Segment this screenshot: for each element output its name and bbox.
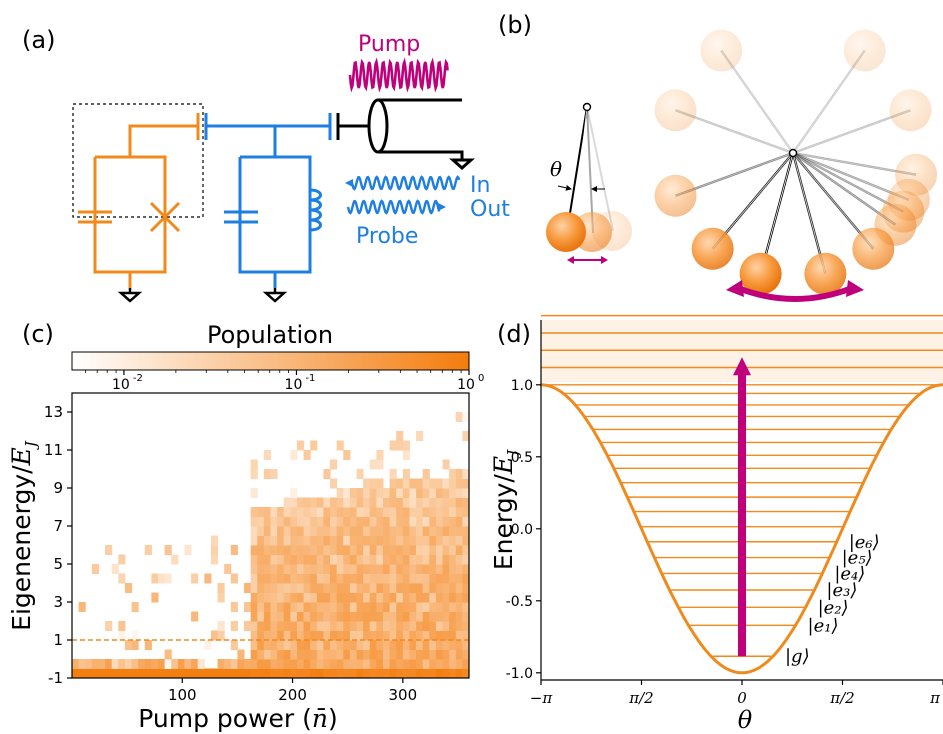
in-label: In (470, 173, 490, 198)
colorbar-tick-label: 10 (285, 377, 303, 393)
x-tick-label: −π (530, 689, 554, 707)
y-tick-label: 5 (53, 555, 63, 573)
y-tick-label: 13 (44, 403, 63, 421)
arrow-left-icon (726, 280, 744, 297)
colorbar (71, 351, 470, 371)
arrow-left-icon (345, 179, 353, 187)
panel-d: (d) -1.0-0.50.00.51.0−π π/2 0 π/2 π|g⟩|e₁⟩|e… (489, 314, 943, 734)
y-tick-label: -1 (48, 669, 63, 687)
panel-label-a: (a) (22, 26, 55, 54)
y-tick-label: 9 (53, 479, 63, 497)
pivot (788, 148, 798, 158)
arrow-right-icon (846, 280, 864, 297)
pendulum-bob (654, 89, 697, 132)
panel-label-d: (d) (497, 320, 531, 348)
x-tick-label: π/2 (829, 689, 854, 707)
potential-curve (540, 383, 943, 675)
x-tick-label: π/2 (628, 689, 653, 707)
colorbar-tick-label: 10 (457, 377, 475, 393)
svg-text:-2: -2 (133, 373, 143, 384)
y-tick-label: 1 (53, 631, 63, 649)
pivot (582, 102, 592, 112)
x-tick-label: 200 (278, 686, 307, 704)
x-tick-label: 0 (737, 689, 747, 707)
y-tick-label: -1.0 (506, 666, 533, 682)
pendulum-bob (700, 29, 743, 72)
colorbar-ticks: 10 -2 10 -1 10 0 (85, 370, 484, 393)
coax-line (336, 98, 475, 171)
potential-plot: -1.0-0.50.00.51.0−π π/2 0 π/2 π|g⟩|e₁⟩|e₂⟩|e… (506, 314, 943, 707)
swing-arrow (736, 285, 854, 302)
small-pendulum: θ (546, 102, 632, 264)
y-tick-label: 7 (53, 517, 63, 535)
pendulum-bob (739, 252, 782, 295)
pendulum-bob (852, 227, 895, 270)
inductor-icon (309, 188, 322, 232)
x-axis-label: Pump power (n̄) (138, 704, 338, 733)
state-label: |e₁⟩ (808, 615, 839, 636)
colorbar-tick-label: 10 (112, 377, 130, 393)
svg-text:0: 0 (478, 373, 484, 384)
y-tick-label: 3 (53, 593, 63, 611)
panel-label-c: (c) (22, 320, 54, 348)
pendulum-bob (843, 29, 886, 72)
heatmap-frame (71, 392, 470, 679)
x-tick-label: 100 (168, 686, 197, 704)
y-tick-label: 11 (44, 441, 63, 459)
theta-label: θ (550, 157, 562, 181)
pendulum-bob (691, 227, 734, 270)
colorbar-title: Population (207, 321, 333, 349)
state-label: |e₄⟩ (834, 563, 865, 584)
x-tick-label: π (929, 689, 941, 707)
pump-label: Pump (358, 32, 420, 57)
state-label: |e₂⟩ (818, 597, 849, 618)
svg-text:-1: -1 (305, 373, 315, 384)
y-axis-label: Energy/EJ (489, 449, 522, 570)
pendulum-bob (889, 89, 932, 132)
arrow-left-icon (567, 256, 574, 264)
out-label: Out (470, 197, 510, 222)
y-tick-label: 0.5 (511, 450, 533, 466)
y-tick-label: 0.0 (511, 522, 533, 538)
y-tick-label: 1.0 (511, 378, 533, 394)
probe-label: Probe (356, 224, 418, 249)
state-label: |e₆⟩ (849, 532, 880, 553)
panel-label-b: (b) (498, 11, 532, 39)
pendulum-bob (804, 252, 847, 295)
y-axis-label: Eigenenergy/EJ (7, 440, 40, 631)
state-label: |g⟩ (785, 646, 810, 667)
arrow-right-icon (601, 256, 608, 264)
state-label: |e₃⟩ (826, 580, 857, 601)
panel-a: (a) (22, 26, 510, 303)
arrow-right-icon (438, 203, 446, 211)
x-axis-label: θ (738, 706, 753, 734)
arrow-up-icon (733, 357, 751, 376)
probe-out-waveform-icon (346, 199, 441, 215)
transmon-qubit (78, 113, 200, 288)
pendulum-bob (546, 212, 586, 252)
ground-icon (262, 288, 288, 303)
ground-icon (117, 288, 143, 303)
probe-in-waveform-icon (350, 175, 461, 191)
large-pendulum (654, 29, 938, 295)
heatmap-cells (72, 412, 470, 679)
x-tick-label: 300 (389, 686, 418, 704)
readout-resonator (204, 113, 332, 288)
state-label: |e₅⟩ (842, 548, 873, 569)
pump-waveform-icon (348, 57, 449, 93)
ground-icon (449, 158, 475, 171)
pendulum-bob (654, 174, 697, 217)
qubit-box (72, 103, 204, 218)
panel-c: (c) Population 10 -2 10 -1 10 0 100 200 300-113… (7, 320, 484, 733)
panel-b: (b) θ (498, 11, 938, 302)
y-tick-label: -0.5 (506, 594, 533, 610)
